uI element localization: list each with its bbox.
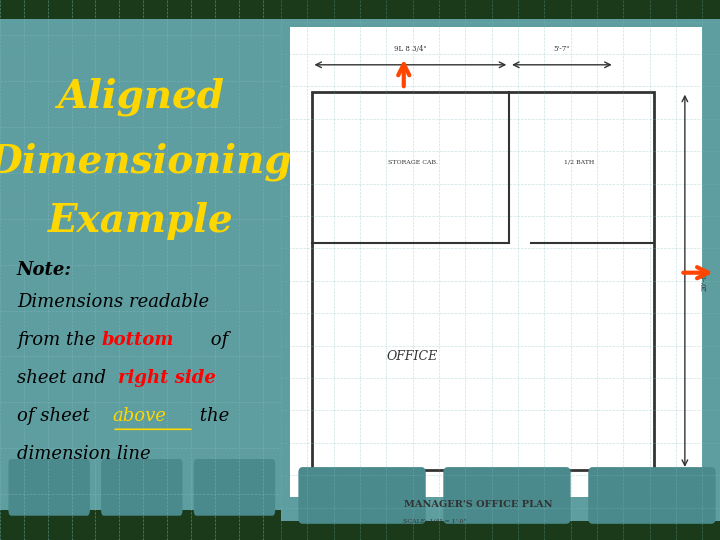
Text: SCALE: 1/4" = 1'-0": SCALE: 1/4" = 1'-0": [402, 518, 467, 524]
Text: 9L 8 3/4": 9L 8 3/4": [394, 45, 427, 53]
FancyBboxPatch shape: [588, 467, 716, 524]
FancyBboxPatch shape: [194, 459, 275, 516]
FancyBboxPatch shape: [444, 467, 571, 524]
Bar: [281, 0, 720, 19]
Text: Dimensions readable: Dimensions readable: [17, 293, 209, 312]
Text: from the: from the: [17, 331, 101, 349]
Bar: [281, 521, 720, 540]
Text: STORAGE CAB.: STORAGE CAB.: [387, 159, 438, 165]
Bar: [0, 0, 281, 19]
Text: dimension line: dimension line: [17, 444, 150, 463]
Text: OFFICE: OFFICE: [387, 350, 438, 363]
Text: 5'-7": 5'-7": [554, 45, 570, 53]
Bar: [312, 92, 654, 470]
Text: Example: Example: [48, 202, 233, 240]
Text: 1/2 BATH: 1/2 BATH: [564, 159, 595, 165]
Bar: [0, 510, 281, 540]
Text: Dimensioning: Dimensioning: [0, 143, 292, 181]
FancyBboxPatch shape: [298, 467, 426, 524]
FancyBboxPatch shape: [9, 459, 90, 516]
Text: of: of: [205, 331, 228, 349]
Text: Note:: Note:: [17, 261, 72, 279]
Text: bottom: bottom: [101, 331, 174, 349]
Text: right side: right side: [118, 369, 216, 387]
Text: MANAGER'S OFFICE PLAN: MANAGER'S OFFICE PLAN: [404, 501, 553, 509]
Text: above: above: [112, 407, 166, 425]
Bar: [289, 27, 703, 497]
Text: the: the: [194, 407, 229, 425]
Text: Aligned: Aligned: [57, 78, 224, 117]
Text: sheet and: sheet and: [17, 369, 112, 387]
FancyBboxPatch shape: [101, 459, 183, 516]
Text: 20'-0": 20'-0": [701, 271, 708, 291]
Text: of sheet: of sheet: [17, 407, 95, 425]
